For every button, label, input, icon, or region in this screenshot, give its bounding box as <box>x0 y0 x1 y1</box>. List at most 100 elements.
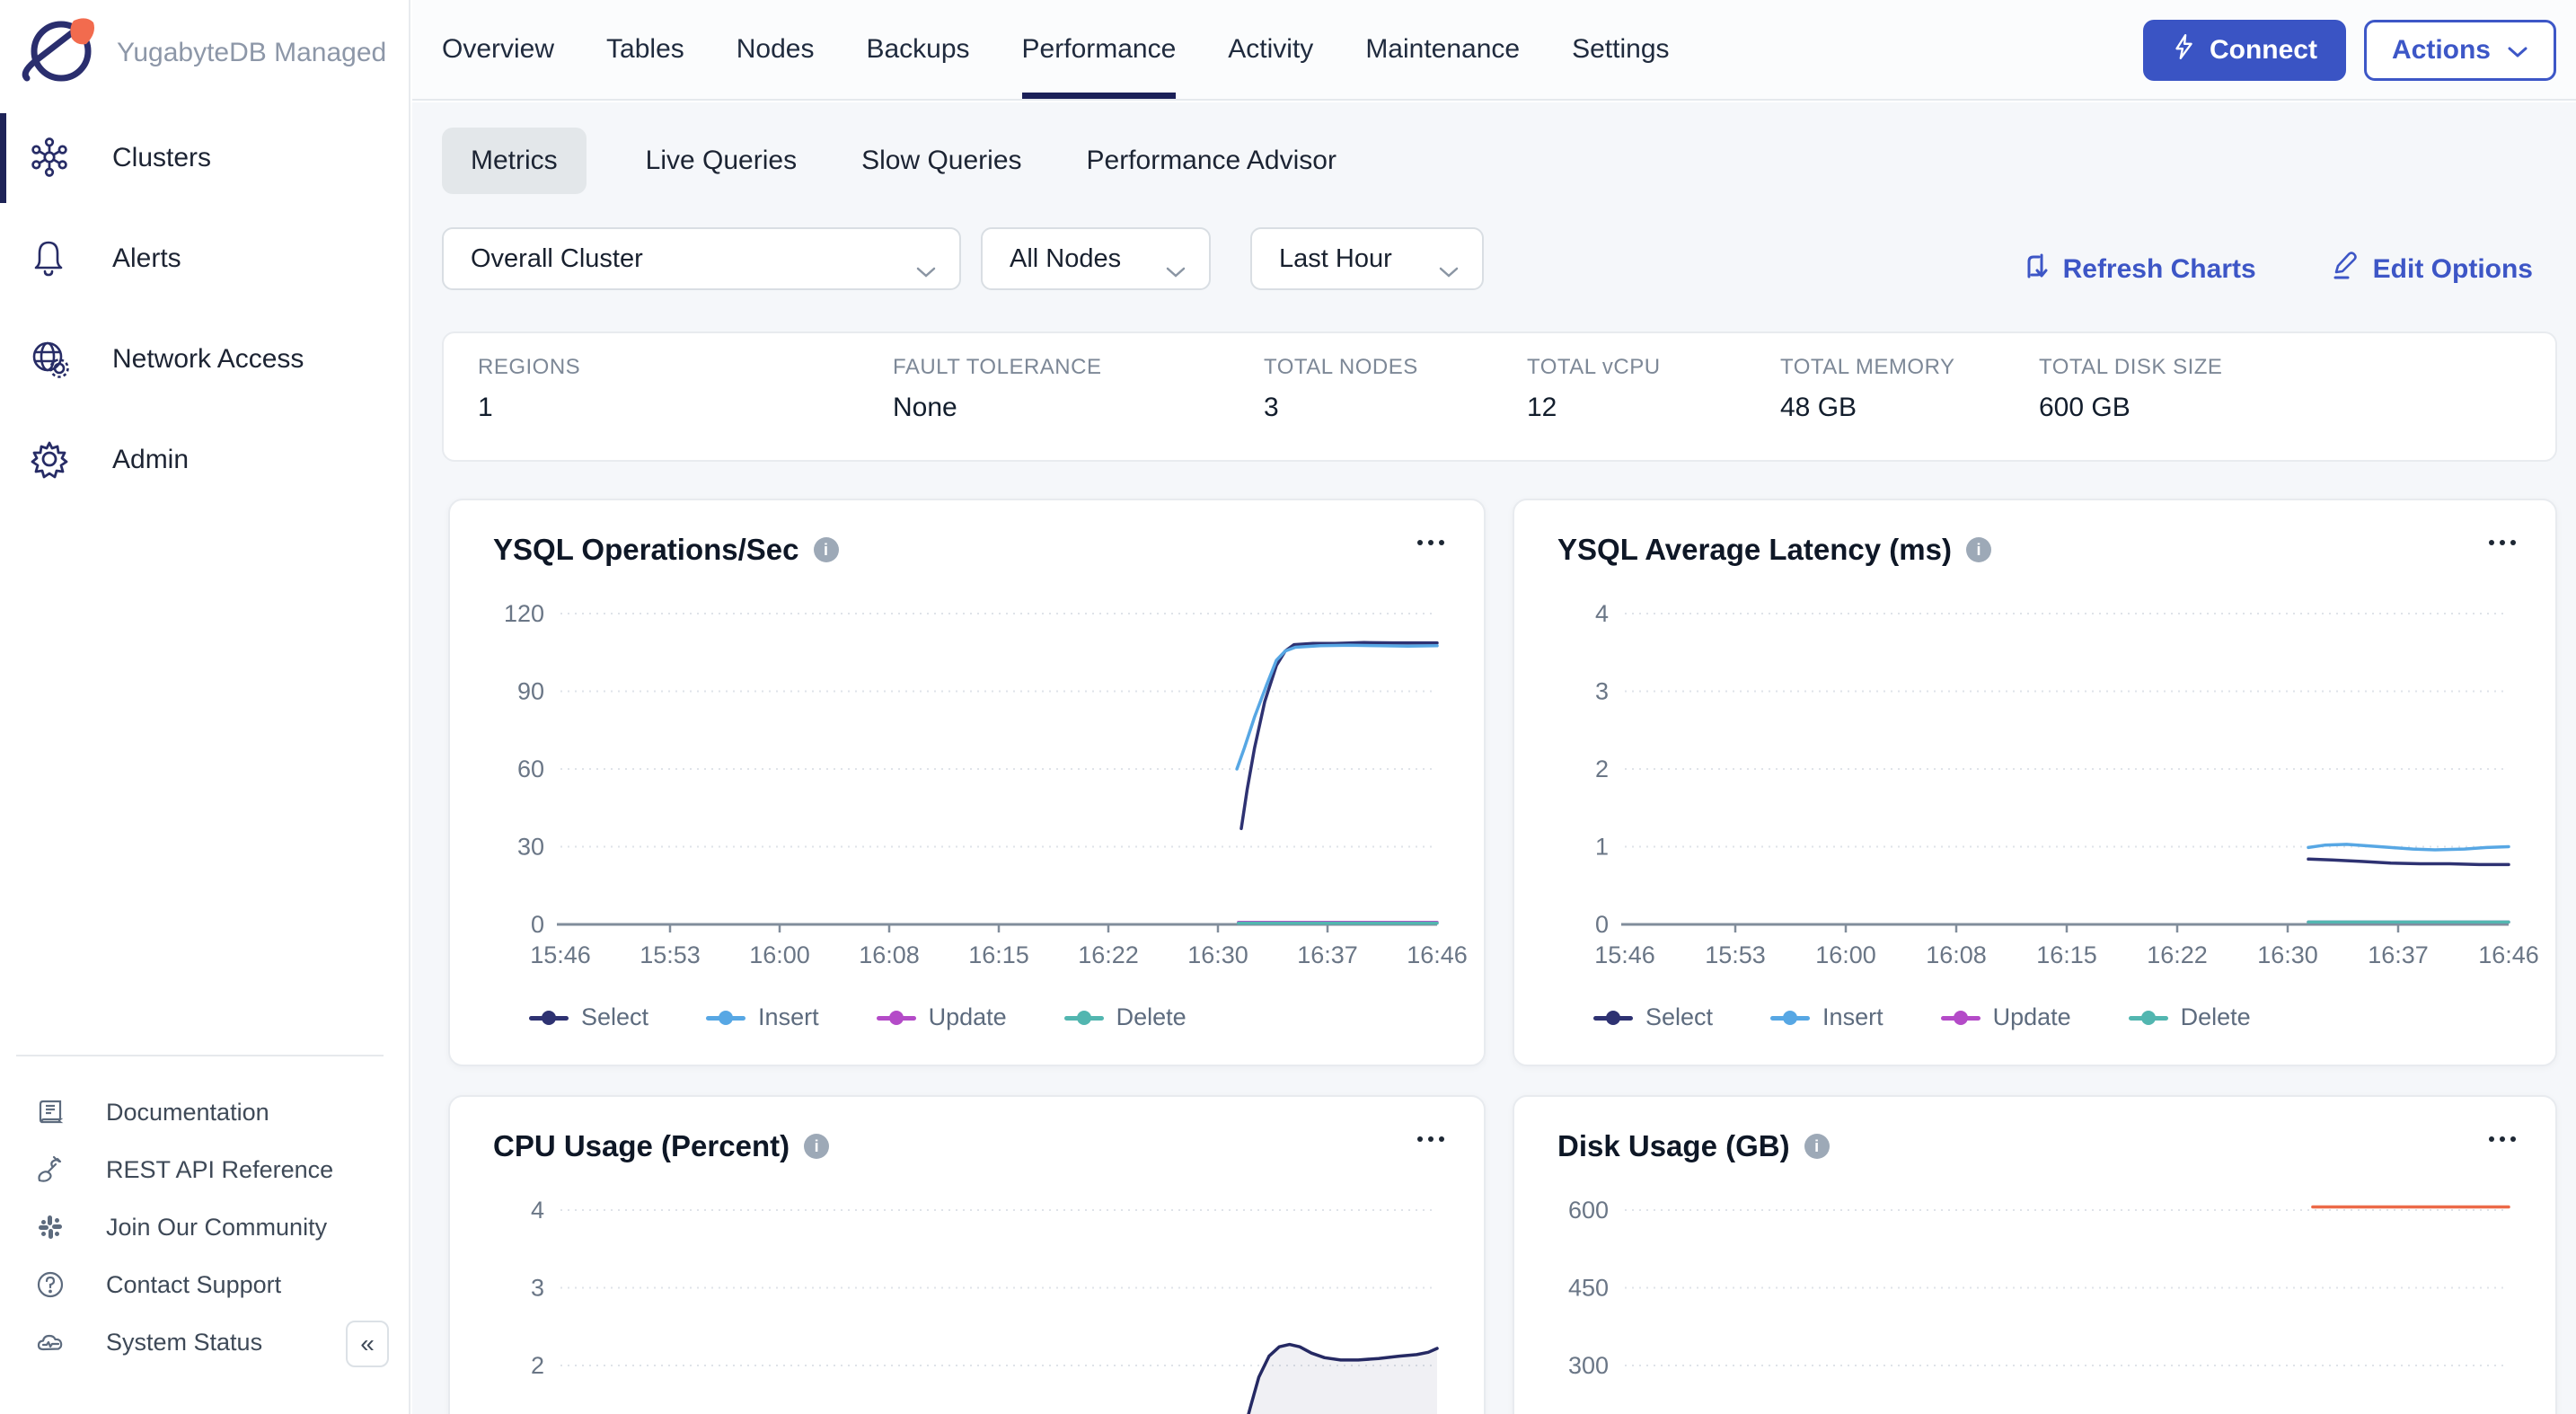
svg-text:1: 1 <box>1595 834 1609 861</box>
nodes-value: All Nodes <box>1010 244 1121 274</box>
svg-text:16:46: 16:46 <box>2478 941 2539 968</box>
svg-text:16:00: 16:00 <box>1815 941 1876 968</box>
chart-menu-button[interactable] <box>2489 1136 2516 1142</box>
cluster-stats-card: REGIONS1FAULT TOLERANCENoneTOTAL NODES3T… <box>442 331 2557 462</box>
sidebar-collapse-button[interactable]: « <box>346 1321 389 1367</box>
sidebar-item-network-access[interactable]: Network Access <box>0 309 409 410</box>
chevron-down-icon <box>916 256 936 286</box>
dot <box>1417 1136 1423 1142</box>
refresh-charts-button[interactable]: Refresh Charts <box>2020 251 2256 288</box>
connect-button[interactable]: Connect <box>2143 20 2346 81</box>
sidebar-item-label: Admin <box>112 445 189 475</box>
svg-text:15:46: 15:46 <box>1594 941 1655 968</box>
svg-text:16:08: 16:08 <box>1926 941 1987 968</box>
chart-card-ysql-latency: YSQL Average Latency (ms)i0123415:4615:5… <box>1513 499 2557 1066</box>
nodes-select[interactable]: All Nodes <box>981 227 1211 290</box>
subtab-slow-queries[interactable]: Slow Queries <box>856 146 1027 176</box>
sidebar-item-admin[interactable]: Admin <box>0 410 409 510</box>
tab-activity[interactable]: Activity <box>1228 0 1313 99</box>
document-icon <box>36 1098 65 1127</box>
chart-plot: 0123415:4615:5316:0016:0816:1516:2216:30… <box>1514 581 2555 977</box>
tab-overview[interactable]: Overview <box>442 0 554 99</box>
stat-value: 1 <box>478 393 493 423</box>
chart-card-cpu-usage: CPU Usage (Percent)i0123415:4615:5316:00… <box>448 1095 1486 1414</box>
sidebar-item-alerts[interactable]: Alerts <box>0 208 409 309</box>
performance-page: Metrics Live Queries Slow Queries Performan… <box>412 102 2576 1414</box>
tab-settings[interactable]: Settings <box>1572 0 1669 99</box>
chart-menu-button[interactable] <box>2489 540 2516 545</box>
subtab-metrics[interactable]: Metrics <box>442 128 587 194</box>
legend-marker <box>706 1010 745 1026</box>
tab-maintenance[interactable]: Maintenance <box>1365 0 1520 99</box>
legend-marker <box>529 1010 569 1026</box>
dot <box>2489 1136 2494 1142</box>
svg-text:16:30: 16:30 <box>2257 941 2318 968</box>
svg-text:4: 4 <box>531 1197 544 1224</box>
subtab-performance-advisor[interactable]: Performance Advisor <box>1081 146 1342 176</box>
edit-options-button[interactable]: Edit Options <box>2330 251 2533 288</box>
tab-performance[interactable]: Performance <box>1022 0 1177 99</box>
svg-text:60: 60 <box>517 756 544 782</box>
legend-label: Delete <box>2181 1003 2251 1031</box>
legend-item-delete[interactable]: Delete <box>2129 1003 2251 1031</box>
svg-text:16:22: 16:22 <box>1078 941 1139 968</box>
cluster-scope-value: Overall Cluster <box>471 244 643 274</box>
clusters-icon <box>29 137 72 180</box>
info-icon[interactable]: i <box>1966 537 1991 562</box>
chart-toolbar: Refresh Charts Edit Options <box>2020 244 2533 295</box>
svg-text:16:46: 16:46 <box>1407 941 1468 968</box>
sidebar-footer-item-join-our-community[interactable]: Join Our Community <box>0 1198 409 1256</box>
time-range-select[interactable]: Last Hour <box>1250 227 1484 290</box>
svg-text:15:46: 15:46 <box>530 941 591 968</box>
dot <box>2510 540 2516 545</box>
svg-text:450: 450 <box>1568 1275 1609 1302</box>
sidebar-item-clusters[interactable]: Clusters <box>0 108 409 208</box>
active-indicator <box>0 415 6 505</box>
sidebar-footer-item-contact-support[interactable]: Contact Support <box>0 1256 409 1313</box>
tab-nodes[interactable]: Nodes <box>737 0 815 99</box>
legend-marker <box>1941 1010 1981 1026</box>
legend-item-update[interactable]: Update <box>877 1003 1007 1031</box>
chart-menu-button[interactable] <box>1417 1136 1444 1142</box>
cluster-scope-select[interactable]: Overall Cluster <box>442 227 961 290</box>
legend-dot <box>1954 1011 1968 1025</box>
svg-text:16:37: 16:37 <box>1297 941 1358 968</box>
sidebar-item-label: Network Access <box>112 344 304 375</box>
legend-item-select[interactable]: Select <box>1593 1003 1713 1031</box>
legend-item-update[interactable]: Update <box>1941 1003 2071 1031</box>
sidebar-footer-label: Contact Support <box>106 1271 281 1299</box>
legend-dot <box>1783 1011 1797 1025</box>
info-icon[interactable]: i <box>814 537 839 562</box>
legend-label: Select <box>581 1003 648 1031</box>
cloud-status-icon <box>36 1328 65 1357</box>
sidebar-footer-item-rest-api-reference[interactable]: REST API Reference <box>0 1141 409 1198</box>
sidebar-footer-item-documentation[interactable]: Documentation <box>0 1083 409 1141</box>
legend-label: Delete <box>1116 1003 1187 1031</box>
chart-header: YSQL Operations/Seci <box>493 533 839 567</box>
svg-text:0: 0 <box>531 911 544 938</box>
sidebar-item-label: Clusters <box>112 143 211 173</box>
legend-item-insert[interactable]: Insert <box>706 1003 819 1031</box>
chevron-down-icon <box>2507 35 2528 66</box>
chart-title: YSQL Average Latency (ms) <box>1557 533 1952 567</box>
legend-item-insert[interactable]: Insert <box>1770 1003 1883 1031</box>
tab-tables[interactable]: Tables <box>606 0 684 99</box>
chart-menu-button[interactable] <box>1417 540 1444 545</box>
chart-header: CPU Usage (Percent)i <box>493 1129 829 1163</box>
actions-button[interactable]: Actions <box>2364 20 2556 81</box>
dot <box>1428 1136 1434 1142</box>
tab-backups[interactable]: Backups <box>866 0 969 99</box>
time-range-value: Last Hour <box>1279 244 1392 274</box>
subtab-live-queries[interactable]: Live Queries <box>640 146 802 176</box>
svg-text:90: 90 <box>517 678 544 705</box>
svg-text:0: 0 <box>1595 911 1609 938</box>
info-icon[interactable]: i <box>804 1134 829 1159</box>
sidebar-footer-label: Documentation <box>106 1099 269 1127</box>
chart-legend: Select Insert Update Delete <box>1593 1003 2251 1031</box>
series-line-select <box>2308 859 2509 864</box>
tab-label: Activity <box>1228 34 1313 65</box>
legend-item-delete[interactable]: Delete <box>1064 1003 1187 1031</box>
legend-item-select[interactable]: Select <box>529 1003 648 1031</box>
legend-marker <box>1770 1010 1810 1026</box>
info-icon[interactable]: i <box>1804 1134 1830 1159</box>
